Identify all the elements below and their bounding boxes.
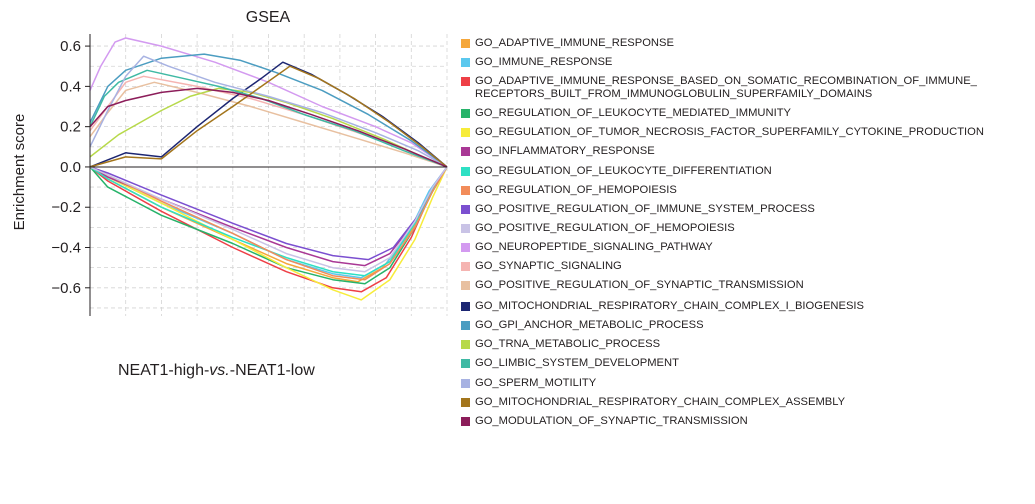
legend-item: GO_POSITIVE_REGULATION_OF_HEMOPOIESIS	[461, 222, 1035, 235]
legend-label: GO_ADAPTIVE_IMMUNE_RESPONSE	[475, 37, 674, 49]
legend-label: GO_LIMBIC_SYSTEM_DEVELOPMENT	[475, 357, 679, 370]
legend-item: GO_POSITIVE_REGULATION_OF_SYNAPTIC_TRANS…	[461, 279, 1035, 292]
legend-label: GO_POSITIVE_REGULATION_OF_SYNAPTIC_TRANS…	[475, 279, 804, 292]
legend-label: GO_MITOCHONDRIAL_RESPIRATORY_CHAIN_COMPL…	[475, 395, 846, 408]
legend-item: GO_MODULATION_OF_SYNAPTIC_TRANSMISSION	[461, 415, 1035, 428]
legend-label: GO_POSITIVE_REGULATION_OF_IMMUNE_SYSTEM_…	[475, 202, 815, 215]
legend-label: GO_REGULATION_OF_LEUKOCYTE_MEDIATED_IMMU…	[475, 107, 791, 120]
legend-item: GO_NEUROPEPTIDE_SIGNALING_PATHWAY	[461, 241, 1035, 254]
series-line-17	[89, 69, 448, 168]
legend-label: GO_REGULATION_OF_HEMOPOIESIS	[475, 183, 677, 196]
legend-item: GO_INFLAMMATORY_RESPONSE	[461, 145, 1035, 158]
legend-label: GO_REGULATION_OF_LEUKOCYTE_DIFFERENTIATI…	[475, 164, 772, 177]
y-tick-label: 0.4	[60, 78, 81, 95]
legend-item: GO_MITOCHONDRIAL_RESPIRATORY_CHAIN_COMPL…	[461, 300, 1035, 313]
y-tick-label: −0.4	[51, 240, 81, 257]
legend-item: GO_ADAPTIVE_IMMUNE_RESPONSE	[461, 37, 1035, 50]
legend-swatch	[461, 128, 470, 138]
legend-item: GO_GPI_ANCHOR_METABOLIC_PROCESS	[461, 319, 1035, 332]
legend-item: GO_REGULATION_OF_HEMOPOIESIS	[461, 184, 1035, 197]
y-tick-label: 0.2	[60, 119, 81, 136]
series-line-13	[89, 81, 448, 168]
legend-swatch	[461, 281, 470, 291]
legend-label: GO_MODULATION_OF_SYNAPTIC_TRANSMISSION	[475, 414, 748, 427]
legend-item: GO_REGULATION_OF_LEUKOCYTE_MEDIATED_IMMU…	[461, 107, 1035, 120]
legend-swatch	[461, 185, 470, 195]
chart-title: GSEA	[246, 9, 291, 26]
legend-label: GO_ADAPTIVE_IMMUNE_RESPONSE_BASED_ON_SOM…	[475, 75, 977, 88]
legend-swatch	[461, 302, 470, 312]
series-line-5	[89, 166, 448, 301]
series-line-10	[89, 166, 448, 273]
series-line-20	[89, 87, 448, 168]
legend-swatch	[461, 204, 470, 214]
y-tick-label: 0.6	[60, 38, 81, 55]
legend-item: GO_SYNAPTIC_SIGNALING	[461, 260, 1035, 273]
legend-label: GO_INFLAMMATORY_RESPONSE	[475, 145, 655, 158]
legend-label: GO_IMMUNE_RESPONSE	[475, 56, 613, 69]
legend-swatch	[461, 262, 470, 272]
legend-label: RECEPTORS_BUILT_FROM_IMMUNOGLOBULIN_SUPE…	[475, 88, 873, 101]
y-tick-label: 0.0	[60, 159, 81, 176]
legend-item: GO_MITOCHONDRIAL_RESPIRATORY_CHAIN_COMPL…	[461, 396, 1035, 409]
legend-swatch	[461, 58, 470, 68]
legend-label: GO_TRNA_METABOLIC_PROCESS	[475, 338, 661, 351]
legend: GO_ADAPTIVE_IMMUNE_RESPONSE GO_IMMUNE_RES…	[461, 37, 1035, 434]
legend-swatch	[461, 378, 470, 388]
series-line-18	[89, 55, 448, 168]
legend-item: GO_SPERM_MOTILITY	[461, 377, 1035, 390]
y-axis-label: Enrichment score	[11, 114, 28, 231]
legend-item: GO_ADAPTIVE_IMMUNE_RESPONSE_BASED_ON_SOM…	[461, 75, 1035, 101]
legend-item: GO_REGULATION_OF_LEUKOCYTE_DIFFERENTIATI…	[461, 165, 1035, 178]
series-line-19	[89, 65, 448, 168]
legend-swatch	[461, 359, 470, 369]
series-line-11	[89, 37, 448, 168]
series-lines	[89, 37, 448, 301]
legend-swatch	[461, 109, 470, 119]
legend-swatch	[461, 242, 470, 252]
y-tick-label: −0.2	[51, 199, 81, 216]
legend-swatch	[461, 321, 470, 331]
legend-item: GO_LIMBIC_SYSTEM_DEVELOPMENT	[461, 357, 1035, 370]
legend-item: GO_IMMUNE_RESPONSE	[461, 56, 1035, 69]
series-line-15	[89, 53, 448, 168]
comparison-label: NEAT1-high-vs.-NEAT1-low	[118, 362, 315, 379]
legend-item: GO_REGULATION_OF_TUMOR_NECROSIS_FACTOR_S…	[461, 126, 1035, 139]
legend-swatch	[461, 147, 470, 157]
y-tick-label: −0.6	[51, 280, 81, 297]
legend-label: GO_POSITIVE_REGULATION_OF_HEMOPOIESIS	[475, 221, 735, 234]
legend-swatch	[461, 223, 470, 233]
legend-swatch	[461, 340, 470, 350]
legend-swatch	[461, 397, 470, 407]
legend-swatch	[461, 166, 470, 176]
legend-item: GO_TRNA_METABOLIC_PROCESS	[461, 338, 1035, 351]
legend-label: GO_GPI_ANCHOR_METABOLIC_PROCESS	[475, 319, 704, 332]
legend-label: GO_NEUROPEPTIDE_SIGNALING_PATHWAY	[475, 240, 713, 253]
series-line-8	[89, 166, 448, 281]
legend-swatch	[461, 39, 470, 48]
gsea-chart: GSEA Enrichment score −0.6 −0.4 −0.2 0.0 0.2…	[11, 9, 448, 316]
legend-item: GO_POSITIVE_REGULATION_OF_IMMUNE_SYSTEM_…	[461, 203, 1035, 216]
legend-label: GO_SPERM_MOTILITY	[475, 376, 597, 389]
legend-label: GO_REGULATION_OF_TUMOR_NECROSIS_FACTOR_S…	[475, 126, 984, 139]
legend-label: GO_MITOCHONDRIAL_RESPIRATORY_CHAIN_COMPL…	[475, 300, 864, 313]
legend-swatch	[461, 416, 470, 426]
legend-label: GO_SYNAPTIC_SIGNALING	[475, 260, 622, 273]
legend-swatch	[461, 77, 470, 87]
y-axis: −0.6 −0.4 −0.2 0.0 0.2 0.4 0.6	[51, 34, 447, 316]
